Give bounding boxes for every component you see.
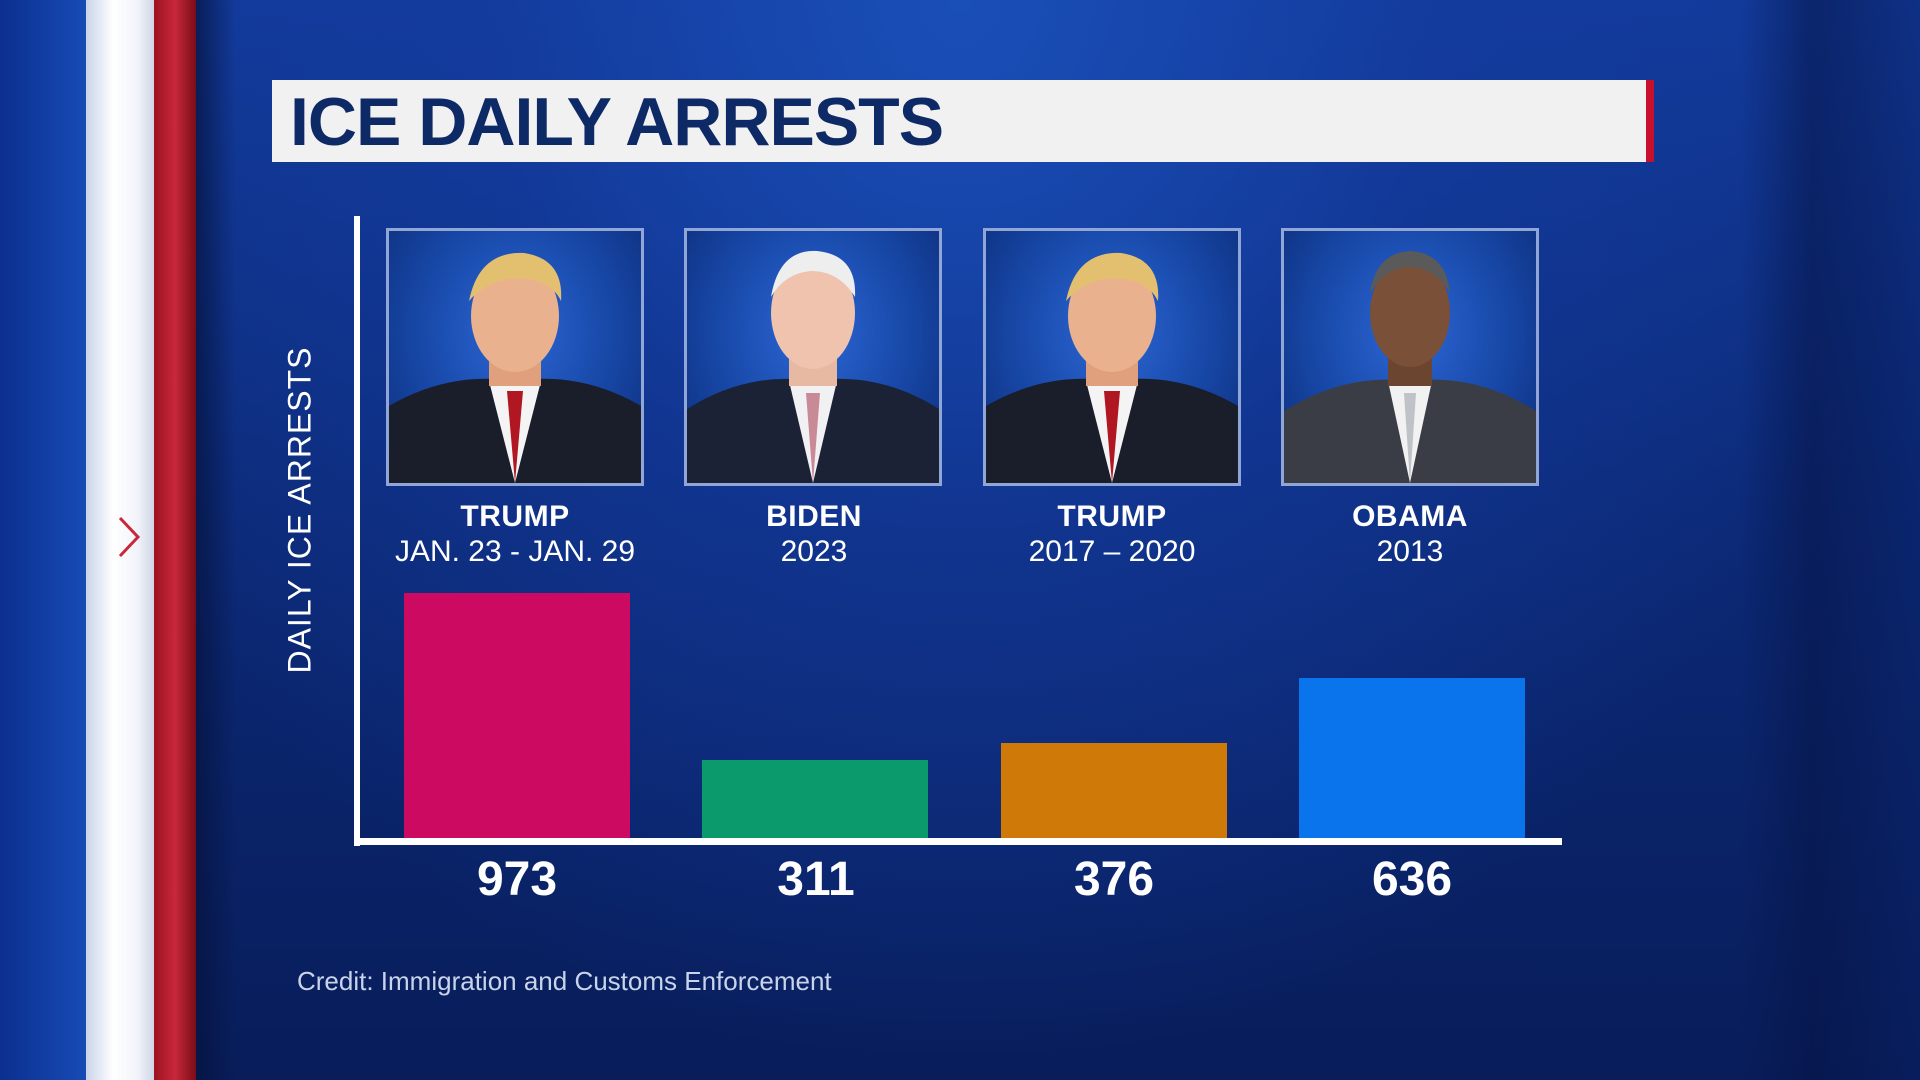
left-white-stripe bbox=[86, 0, 154, 1080]
category-name: TRUMP bbox=[1057, 500, 1167, 533]
page-title: ICE DAILY ARRESTS bbox=[290, 84, 944, 160]
category-name: TRUMP bbox=[460, 500, 570, 533]
portrait-obama bbox=[1281, 228, 1539, 486]
bar-3 bbox=[1001, 743, 1227, 838]
category-period: 2013 bbox=[1376, 535, 1444, 568]
portrait-trump-1 bbox=[386, 228, 644, 486]
data-label: 311 bbox=[777, 853, 855, 906]
data-label: 636 bbox=[1371, 853, 1453, 906]
person-silhouette-icon bbox=[687, 250, 939, 483]
category-name: OBAMA bbox=[1352, 500, 1468, 533]
data-label: 973 bbox=[476, 853, 558, 906]
title-banner: ICE DAILY ARRESTS bbox=[272, 80, 1654, 162]
left-shade bbox=[196, 0, 236, 1080]
source-credit: Credit: Immigration and Customs Enforcem… bbox=[297, 966, 832, 996]
category-period: JAN. 23 - JAN. 29 bbox=[394, 535, 636, 568]
y-axis-label-text: DAILY ICE ARRESTS bbox=[281, 346, 318, 674]
category-period: 2017 – 2020 bbox=[1028, 535, 1196, 568]
category-period: 2023 bbox=[780, 535, 848, 568]
portrait-biden bbox=[684, 228, 942, 486]
portrait-trump-2 bbox=[983, 228, 1241, 486]
data-label: 376 bbox=[1073, 853, 1155, 906]
person-silhouette-icon bbox=[389, 252, 641, 483]
bar-1 bbox=[404, 593, 630, 838]
y-axis-line bbox=[354, 216, 360, 846]
right-vignette bbox=[1740, 0, 1920, 1080]
person-silhouette-icon bbox=[986, 252, 1238, 483]
category-name: BIDEN bbox=[766, 500, 862, 533]
bar-2 bbox=[702, 760, 928, 838]
x-axis-line bbox=[354, 838, 1562, 845]
person-silhouette-icon bbox=[1284, 251, 1536, 483]
left-red-stripe bbox=[154, 0, 196, 1080]
bar-4 bbox=[1299, 678, 1525, 838]
chevron-right-icon bbox=[118, 516, 141, 558]
left-blue-stripe bbox=[0, 0, 86, 1080]
